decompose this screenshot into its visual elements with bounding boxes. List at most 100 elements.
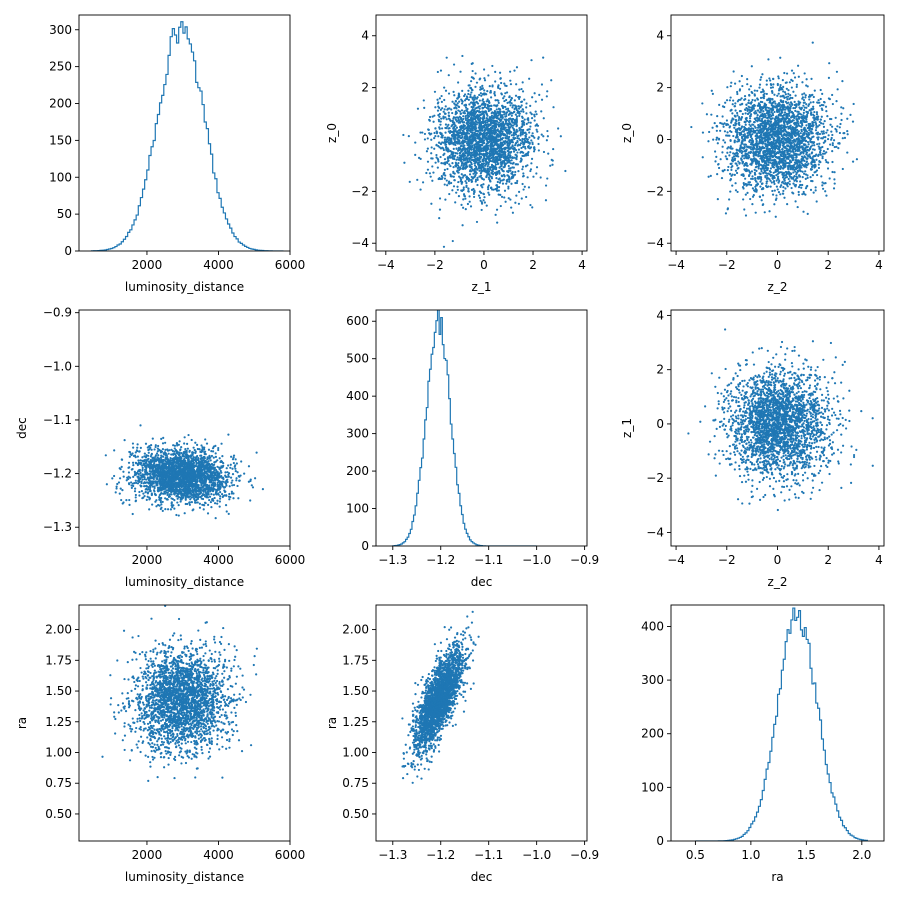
- scatter-point: [493, 104, 496, 107]
- scatter-point: [481, 177, 484, 180]
- scatter-point: [482, 142, 485, 145]
- scatter-point: [508, 100, 511, 104]
- scatter-point: [824, 182, 827, 185]
- scatter-point: [755, 132, 759, 135]
- scatter-point: [514, 132, 517, 135]
- scatter-point: [472, 106, 475, 109]
- scatter-point: [783, 179, 786, 182]
- scatter-point: [771, 147, 774, 151]
- scatter-point: [456, 142, 459, 145]
- scatter-point: [779, 83, 782, 87]
- scatter-point: [755, 134, 758, 137]
- scatter-point: [794, 167, 798, 171]
- scatter-point: [802, 190, 805, 194]
- scatter-point: [456, 156, 459, 159]
- scatter-point: [777, 122, 780, 125]
- scatter-point: [470, 91, 473, 94]
- scatter-point: [771, 114, 775, 117]
- scatter-point: [459, 112, 462, 115]
- scatter-point: [503, 127, 506, 130]
- scatter-point: [550, 79, 553, 82]
- scatter-point: [801, 183, 804, 187]
- scatter-point: [833, 182, 836, 185]
- scatter-point: [496, 161, 499, 164]
- scatter-point: [490, 114, 494, 117]
- scatter-point: [738, 131, 741, 135]
- scatter-point: [444, 105, 447, 108]
- scatter-point: [486, 140, 489, 143]
- scatter-point: [797, 64, 800, 67]
- scatter-point: [823, 152, 826, 155]
- scatter-point: [494, 213, 497, 216]
- scatter-point: [472, 192, 476, 195]
- scatter-point: [434, 161, 437, 164]
- scatter-point: [544, 184, 548, 187]
- scatter-point: [557, 127, 560, 130]
- scatter-point: [448, 118, 451, 121]
- scatter-point: [470, 105, 473, 109]
- scatter-point: [733, 173, 736, 176]
- scatter-point: [466, 146, 470, 150]
- scatter-point: [446, 157, 449, 160]
- scatter-point: [512, 104, 515, 107]
- scatter-point: [810, 168, 813, 171]
- scatter-point: [846, 133, 849, 136]
- scatter-point: [461, 161, 464, 164]
- scatter-point: [741, 162, 744, 165]
- scatter-point: [564, 169, 567, 173]
- scatter-point: [736, 100, 739, 103]
- scatter-point: [452, 127, 455, 130]
- scatter-point: [805, 160, 808, 164]
- scatter-point: [445, 138, 448, 141]
- scatter-point: [787, 101, 790, 104]
- scatter-point: [821, 92, 824, 95]
- scatter-point: [526, 152, 530, 155]
- scatter-point: [771, 117, 774, 120]
- scatter-point: [774, 139, 777, 142]
- scatter-point: [797, 186, 801, 189]
- scatter-point: [486, 90, 489, 93]
- scatter-point: [507, 124, 510, 127]
- scatter-point: [433, 131, 436, 135]
- scatter-point: [797, 169, 801, 172]
- scatter-point: [809, 101, 812, 104]
- scatter-point: [507, 197, 510, 200]
- scatter-point: [715, 129, 718, 132]
- scatter-point: [761, 73, 764, 76]
- scatter-point: [831, 125, 834, 128]
- scatter-point: [473, 176, 476, 179]
- scatter-point: [777, 101, 781, 105]
- scatter-point: [516, 163, 519, 166]
- scatter-point: [495, 147, 499, 151]
- scatter-point: [529, 203, 532, 207]
- scatter-point: [521, 108, 524, 111]
- scatter-point: [736, 111, 739, 115]
- scatter-point: [512, 150, 516, 153]
- scatter-point: [726, 131, 729, 134]
- scatter-point: [486, 148, 489, 152]
- scatter-point: [504, 118, 508, 121]
- scatter-point: [463, 136, 466, 140]
- scatter-point: [771, 155, 774, 159]
- y-tick-label: 4: [361, 29, 369, 43]
- scatter-point: [791, 149, 794, 152]
- scatter-point: [523, 145, 527, 149]
- scatter-point: [421, 181, 425, 184]
- scatter-point: [504, 200, 507, 203]
- scatter-point: [771, 106, 775, 109]
- scatter-point: [791, 96, 794, 100]
- scatter-point: [803, 155, 806, 158]
- scatter-point: [796, 149, 799, 152]
- scatter-point: [482, 102, 485, 106]
- scatter-point: [433, 137, 436, 140]
- scatter-point: [451, 161, 454, 165]
- scatter-point: [723, 122, 726, 125]
- y-tick-label: 300: [49, 23, 72, 37]
- scatter-point: [460, 203, 463, 206]
- scatter-point: [791, 125, 794, 129]
- scatter-point: [474, 167, 477, 170]
- scatter-point: [476, 162, 480, 165]
- scatter-point: [483, 196, 486, 199]
- scatter-point: [463, 174, 467, 177]
- scatter-point: [540, 133, 543, 136]
